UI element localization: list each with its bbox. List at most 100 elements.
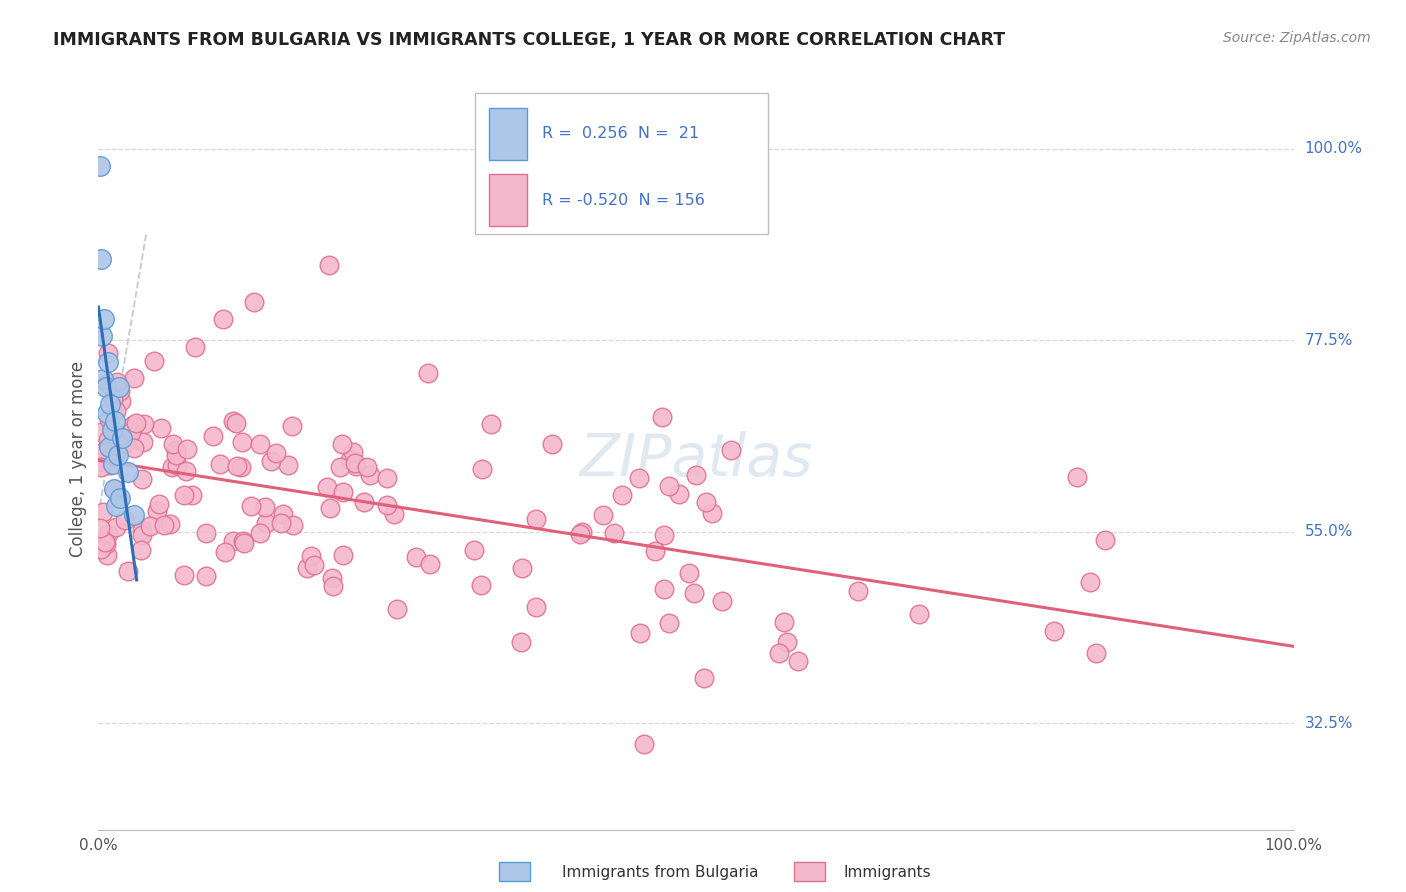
Point	[142, 354, 165, 368]
Point	[166, 458, 188, 472]
Y-axis label: College, 1 year or more: College, 1 year or more	[69, 361, 87, 558]
Point	[108, 491, 131, 505]
Point	[240, 499, 263, 513]
Text: Immigrants: Immigrants	[844, 865, 931, 880]
Point	[243, 295, 266, 310]
FancyBboxPatch shape	[489, 174, 527, 227]
Point	[463, 543, 485, 558]
Point	[344, 459, 367, 474]
Point	[1066, 470, 1088, 484]
Point	[131, 523, 153, 537]
Point	[768, 646, 790, 660]
Point	[416, 366, 439, 380]
Point	[101, 457, 124, 471]
Point	[277, 458, 299, 473]
Point	[232, 535, 254, 549]
Point	[122, 441, 145, 455]
Point	[110, 394, 132, 409]
Point	[720, 442, 742, 457]
Point	[524, 512, 547, 526]
Point	[359, 468, 381, 483]
Point	[131, 542, 153, 557]
Point	[90, 460, 112, 475]
Text: 100.0%: 100.0%	[1305, 141, 1362, 156]
Point	[908, 607, 931, 622]
Point	[633, 737, 655, 751]
Point	[375, 498, 398, 512]
Point	[281, 418, 304, 433]
Point	[98, 440, 121, 454]
Text: IMMIGRANTS FROM BULGARIA VS IMMIGRANTS COLLEGE, 1 YEAR OR MORE CORRELATION CHART: IMMIGRANTS FROM BULGARIA VS IMMIGRANTS C…	[53, 31, 1005, 49]
Point	[103, 482, 125, 496]
Point	[342, 444, 364, 458]
Point	[132, 417, 155, 432]
Point	[569, 526, 592, 541]
Point	[471, 462, 494, 476]
Point	[91, 329, 114, 343]
Point	[271, 507, 294, 521]
Point	[343, 456, 366, 470]
Text: 77.5%: 77.5%	[1305, 333, 1353, 348]
Point	[173, 487, 195, 501]
Point	[115, 435, 138, 450]
Point	[98, 446, 121, 460]
Point	[101, 392, 124, 406]
Text: Source: ZipAtlas.com: Source: ZipAtlas.com	[1223, 31, 1371, 45]
FancyBboxPatch shape	[489, 108, 527, 160]
Point	[91, 505, 114, 519]
Point	[120, 425, 142, 440]
Point	[700, 506, 723, 520]
Point	[628, 625, 651, 640]
Point	[107, 448, 129, 462]
Point	[117, 564, 139, 578]
Point	[510, 561, 533, 575]
Point	[405, 549, 427, 564]
Point	[254, 516, 277, 530]
Point	[97, 411, 120, 425]
Point	[693, 671, 716, 685]
Point	[125, 416, 148, 430]
Point	[385, 602, 408, 616]
Point	[612, 488, 634, 502]
Point	[332, 485, 354, 500]
Point	[97, 346, 120, 360]
Point	[339, 453, 361, 467]
Point	[96, 444, 118, 458]
Point	[281, 518, 304, 533]
Point	[122, 371, 145, 385]
Point	[332, 437, 354, 451]
Point	[139, 518, 162, 533]
Point	[652, 582, 675, 596]
Point	[479, 417, 502, 431]
Point	[776, 635, 799, 649]
Point	[90, 446, 112, 460]
Point	[96, 548, 118, 562]
Point	[94, 380, 117, 394]
Point	[658, 479, 681, 493]
Point	[772, 615, 794, 630]
Point	[332, 548, 354, 562]
Point	[97, 434, 120, 448]
Point	[658, 615, 681, 630]
Point	[229, 459, 252, 474]
Point	[249, 525, 271, 540]
Point	[254, 500, 277, 514]
Point	[221, 414, 243, 428]
Point	[644, 543, 666, 558]
Point	[329, 460, 352, 475]
Point	[603, 526, 626, 541]
Point	[316, 480, 339, 494]
Point	[846, 584, 869, 599]
Point	[110, 384, 132, 398]
Point	[295, 560, 318, 574]
Point	[209, 458, 232, 472]
Point	[231, 435, 253, 450]
Point	[104, 445, 127, 459]
Point	[321, 570, 343, 584]
Point	[685, 468, 707, 483]
Point	[91, 371, 114, 385]
Point	[97, 527, 120, 541]
Point	[1078, 574, 1101, 589]
Point	[711, 594, 734, 608]
Point	[91, 444, 114, 458]
